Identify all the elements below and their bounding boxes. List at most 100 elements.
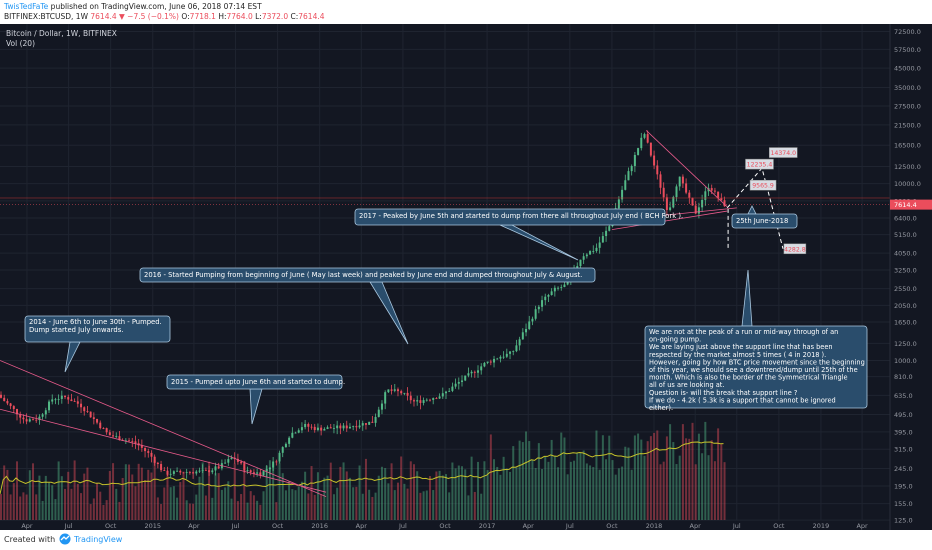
candle-body [633,154,636,167]
candle-body [115,436,118,437]
candle-body [28,419,31,422]
candle-body [509,351,512,354]
volume-bar [451,462,454,520]
candle-body [19,414,22,418]
chart-svg[interactable]: 12235.4 14374.0 9565.9 4282.8 2014 - June 6… [0,24,932,530]
candle-body [464,375,467,381]
volume-bar [566,474,569,520]
volume-bar [582,450,585,520]
y-tick-label: 3250.0 [894,266,917,274]
volume-bar [480,493,483,520]
candle-body [230,457,233,460]
price-scale-bg[interactable] [890,24,932,530]
volume-bar [38,475,41,520]
trendline-support-2014 [0,408,327,493]
volume-bar [28,470,31,520]
candle-body [153,456,156,463]
volume-bar [57,461,60,520]
annotation-box [731,213,798,229]
candle-body [259,472,262,476]
volume-bar [633,435,636,520]
candle-body [515,345,518,352]
y-tick-label: 5150.0 [894,231,917,239]
volume-bar [214,473,217,520]
volume-bar [284,490,287,520]
tradingview-brand[interactable]: TradingView [74,535,123,544]
y-tick-label: 635.0 [894,392,913,400]
volume-bar [249,491,252,520]
candle-body [208,470,211,473]
author-link[interactable]: TwisTedFaTe [4,2,49,11]
candle-body [188,472,191,474]
candle-body [371,421,374,423]
candle-body [662,187,665,198]
volume-bar [723,462,726,520]
low-value: 7372.0 [261,12,289,21]
volume-bar [300,481,303,520]
candle-body [480,366,483,371]
candle-body [627,171,630,181]
volume-bar [51,485,54,520]
volume-bar [48,482,51,520]
volume-bar [406,488,409,520]
candle-body [67,397,70,400]
candle-body [169,473,172,475]
volume-bar [361,493,364,520]
volume-bar [140,467,143,520]
price-projection-box [769,147,798,158]
candle-body [339,425,342,429]
chart-area[interactable]: 12235.4 14374.0 9565.9 4282.8 2014 - June 6… [0,24,932,530]
volume-bar [86,467,89,520]
volume-bar [22,492,25,520]
candle-body [624,180,627,190]
candle-body [291,432,294,438]
volume-bar [710,440,713,520]
x-tick-label: Jul [64,522,73,530]
volume-bar [137,463,140,520]
open-label: O: [181,12,190,21]
volume-bar [547,461,550,520]
candle-body [32,419,35,421]
y-tick-label: 10000.0 [894,180,921,188]
volume-bar [464,469,467,520]
candle-body [156,462,159,465]
volume-bar [256,500,259,520]
candle-body [108,432,111,436]
candle-body [92,417,95,420]
volume-bar [688,438,691,520]
x-tick-label: 2015 [144,522,161,530]
y-tick-label: 45000.0 [894,65,921,73]
volume-bar [717,428,720,520]
y-tick-label: 395.0 [894,428,913,436]
candle-body [521,332,524,340]
candle-body [672,197,675,208]
candle-body [598,242,601,248]
volume-bar [438,470,441,520]
volume-bar [534,467,537,520]
candle-body [249,470,252,473]
candle-body [102,428,105,429]
volume-bar [118,501,121,520]
price-projection-label: 4282.8 [784,246,806,253]
candle-body [240,461,243,464]
candle-body [198,470,201,472]
volume-bar [412,464,415,520]
y-tick-label: 35000.0 [894,84,921,92]
y-tick-label: 27500.0 [894,103,921,111]
volume-bar [124,464,127,520]
candle-body [544,296,547,301]
candle-body [150,452,153,457]
candle-body [608,226,611,231]
candle-body [348,426,351,429]
volume-bar [496,466,499,520]
candle-body [396,389,399,392]
y-tick-label: 4050.0 [894,250,917,258]
volume-bar [409,461,412,520]
volume-bar [339,466,342,520]
volume-bar [281,473,284,520]
volume-bar [541,468,544,520]
volume-bar [509,471,512,520]
candle-body [493,358,496,363]
volume-bar [220,489,223,520]
volume-bar [208,461,211,520]
